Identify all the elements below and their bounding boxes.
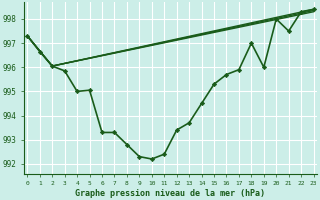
X-axis label: Graphe pression niveau de la mer (hPa): Graphe pression niveau de la mer (hPa) — [76, 189, 266, 198]
